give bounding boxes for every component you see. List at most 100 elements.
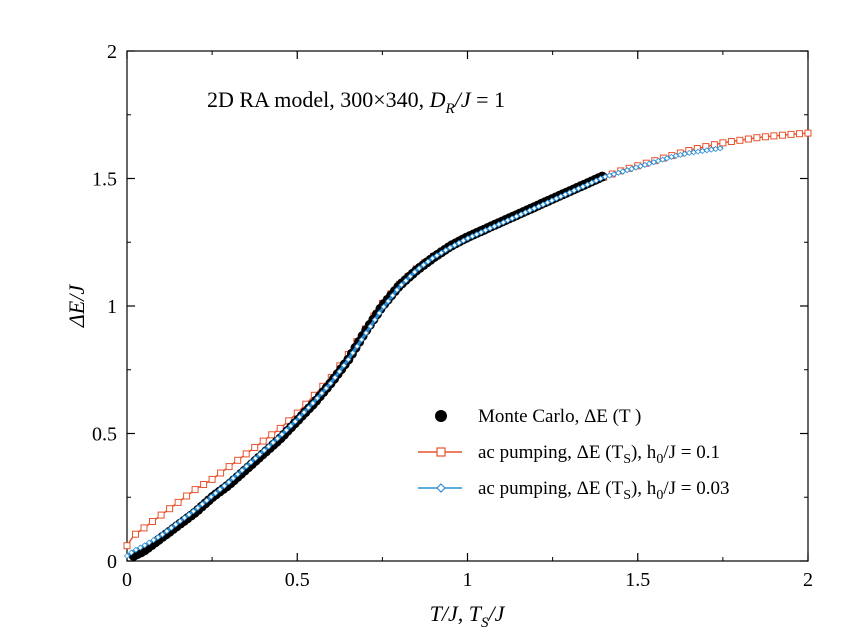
data-point: [208, 493, 215, 500]
data-point: [345, 356, 352, 363]
data-point: [451, 242, 458, 249]
data-point: [190, 508, 197, 515]
data-point: [641, 161, 648, 168]
legend-label-h003: ac pumping, ΔE (TS), h0/J = 0.03: [478, 478, 729, 503]
data-point: [460, 237, 467, 244]
data-point: [216, 486, 224, 493]
y-tick-label: 1: [107, 296, 117, 318]
data-point: [770, 132, 778, 140]
data-point: [230, 475, 237, 482]
data-point: [287, 422, 294, 429]
data-point: [358, 336, 365, 343]
data-point: [243, 463, 250, 470]
data-point: [584, 181, 591, 188]
data-point: [736, 136, 744, 144]
data-point: [571, 187, 578, 194]
x-tick-label: 0: [122, 569, 132, 591]
data-point: [579, 183, 586, 190]
x-tick-label: 2: [803, 569, 813, 591]
data-point: [157, 511, 165, 519]
data-point: [393, 286, 401, 293]
data-point: [247, 459, 254, 466]
legend: Monte Carlo, ΔE (T ) ac pumping, ΔE (TS)…: [418, 406, 729, 503]
data-point: [796, 130, 803, 138]
data-point: [389, 292, 396, 299]
data-point: [137, 544, 144, 551]
data-point: [486, 225, 494, 232]
legend-marker-monte-carlo: [435, 410, 447, 422]
data-point: [140, 524, 148, 532]
data-point: [500, 219, 507, 226]
data-point: [553, 195, 560, 202]
data-point: [234, 471, 241, 478]
data-point: [146, 539, 153, 546]
data-point: [354, 343, 361, 350]
data-point: [141, 542, 148, 549]
data-point: [292, 418, 299, 425]
data-point: [203, 497, 210, 504]
data-point: [252, 455, 259, 462]
data-point: [540, 201, 547, 208]
data-point: [407, 273, 414, 280]
data-point: [181, 514, 188, 521]
data-point: [128, 549, 135, 556]
data-point: [442, 247, 449, 254]
data-point: [597, 175, 604, 182]
data-point: [804, 129, 812, 137]
data-point: [557, 193, 564, 200]
data-point: [301, 409, 308, 416]
data-point: [221, 482, 228, 489]
data-point: [593, 177, 600, 184]
data-point: [270, 439, 277, 446]
y-tick-label: 0: [107, 551, 117, 573]
data-point: [362, 329, 370, 337]
data-point: [659, 156, 666, 163]
legend-label-h01: ac pumping, ΔE (TS), h0/J = 0.1: [478, 442, 720, 467]
data-point: [177, 518, 184, 525]
legend-label-monte-carlo: Monte Carlo, ΔE (T ): [478, 406, 641, 427]
data-point: [495, 221, 502, 228]
data-point: [172, 521, 179, 528]
data-point: [416, 265, 423, 272]
data-point: [168, 524, 175, 531]
data-point: [331, 374, 339, 381]
data-point: [166, 505, 174, 513]
data-point: [646, 160, 653, 167]
x-axis-label: T/J, TS/J: [430, 601, 506, 631]
data-point: [509, 215, 516, 222]
data-point: [385, 298, 392, 305]
data-point: [482, 227, 489, 234]
data-point: [663, 155, 671, 162]
data-point: [185, 511, 193, 518]
data-point: [548, 197, 555, 204]
legend-marker-h003: [436, 483, 446, 493]
data-point: [150, 536, 157, 544]
data-point: [212, 490, 219, 497]
data-point: [132, 546, 139, 553]
data-point: [123, 552, 131, 559]
data-point: [371, 316, 378, 323]
data-point: [655, 157, 662, 164]
data-point: [610, 171, 617, 178]
data-point: [478, 229, 485, 236]
data-point: [420, 261, 427, 268]
data-point: [637, 163, 644, 170]
data-point: [242, 450, 250, 458]
data-point: [624, 167, 631, 174]
data-point: [575, 185, 582, 192]
data-point: [517, 211, 525, 218]
data-point: [535, 203, 542, 210]
y-axis-label: ΔE/J: [64, 284, 89, 328]
data-point: [296, 413, 303, 421]
data-point: [191, 486, 199, 494]
data-point: [239, 467, 246, 474]
data-point: [265, 443, 272, 450]
data-point: [376, 310, 383, 317]
legend-marker-h01: [436, 447, 446, 457]
data-point: [411, 268, 418, 276]
data-point: [531, 205, 538, 212]
data-point: [526, 207, 533, 214]
series-open-diamond: [123, 145, 724, 559]
data-point: [779, 131, 786, 139]
